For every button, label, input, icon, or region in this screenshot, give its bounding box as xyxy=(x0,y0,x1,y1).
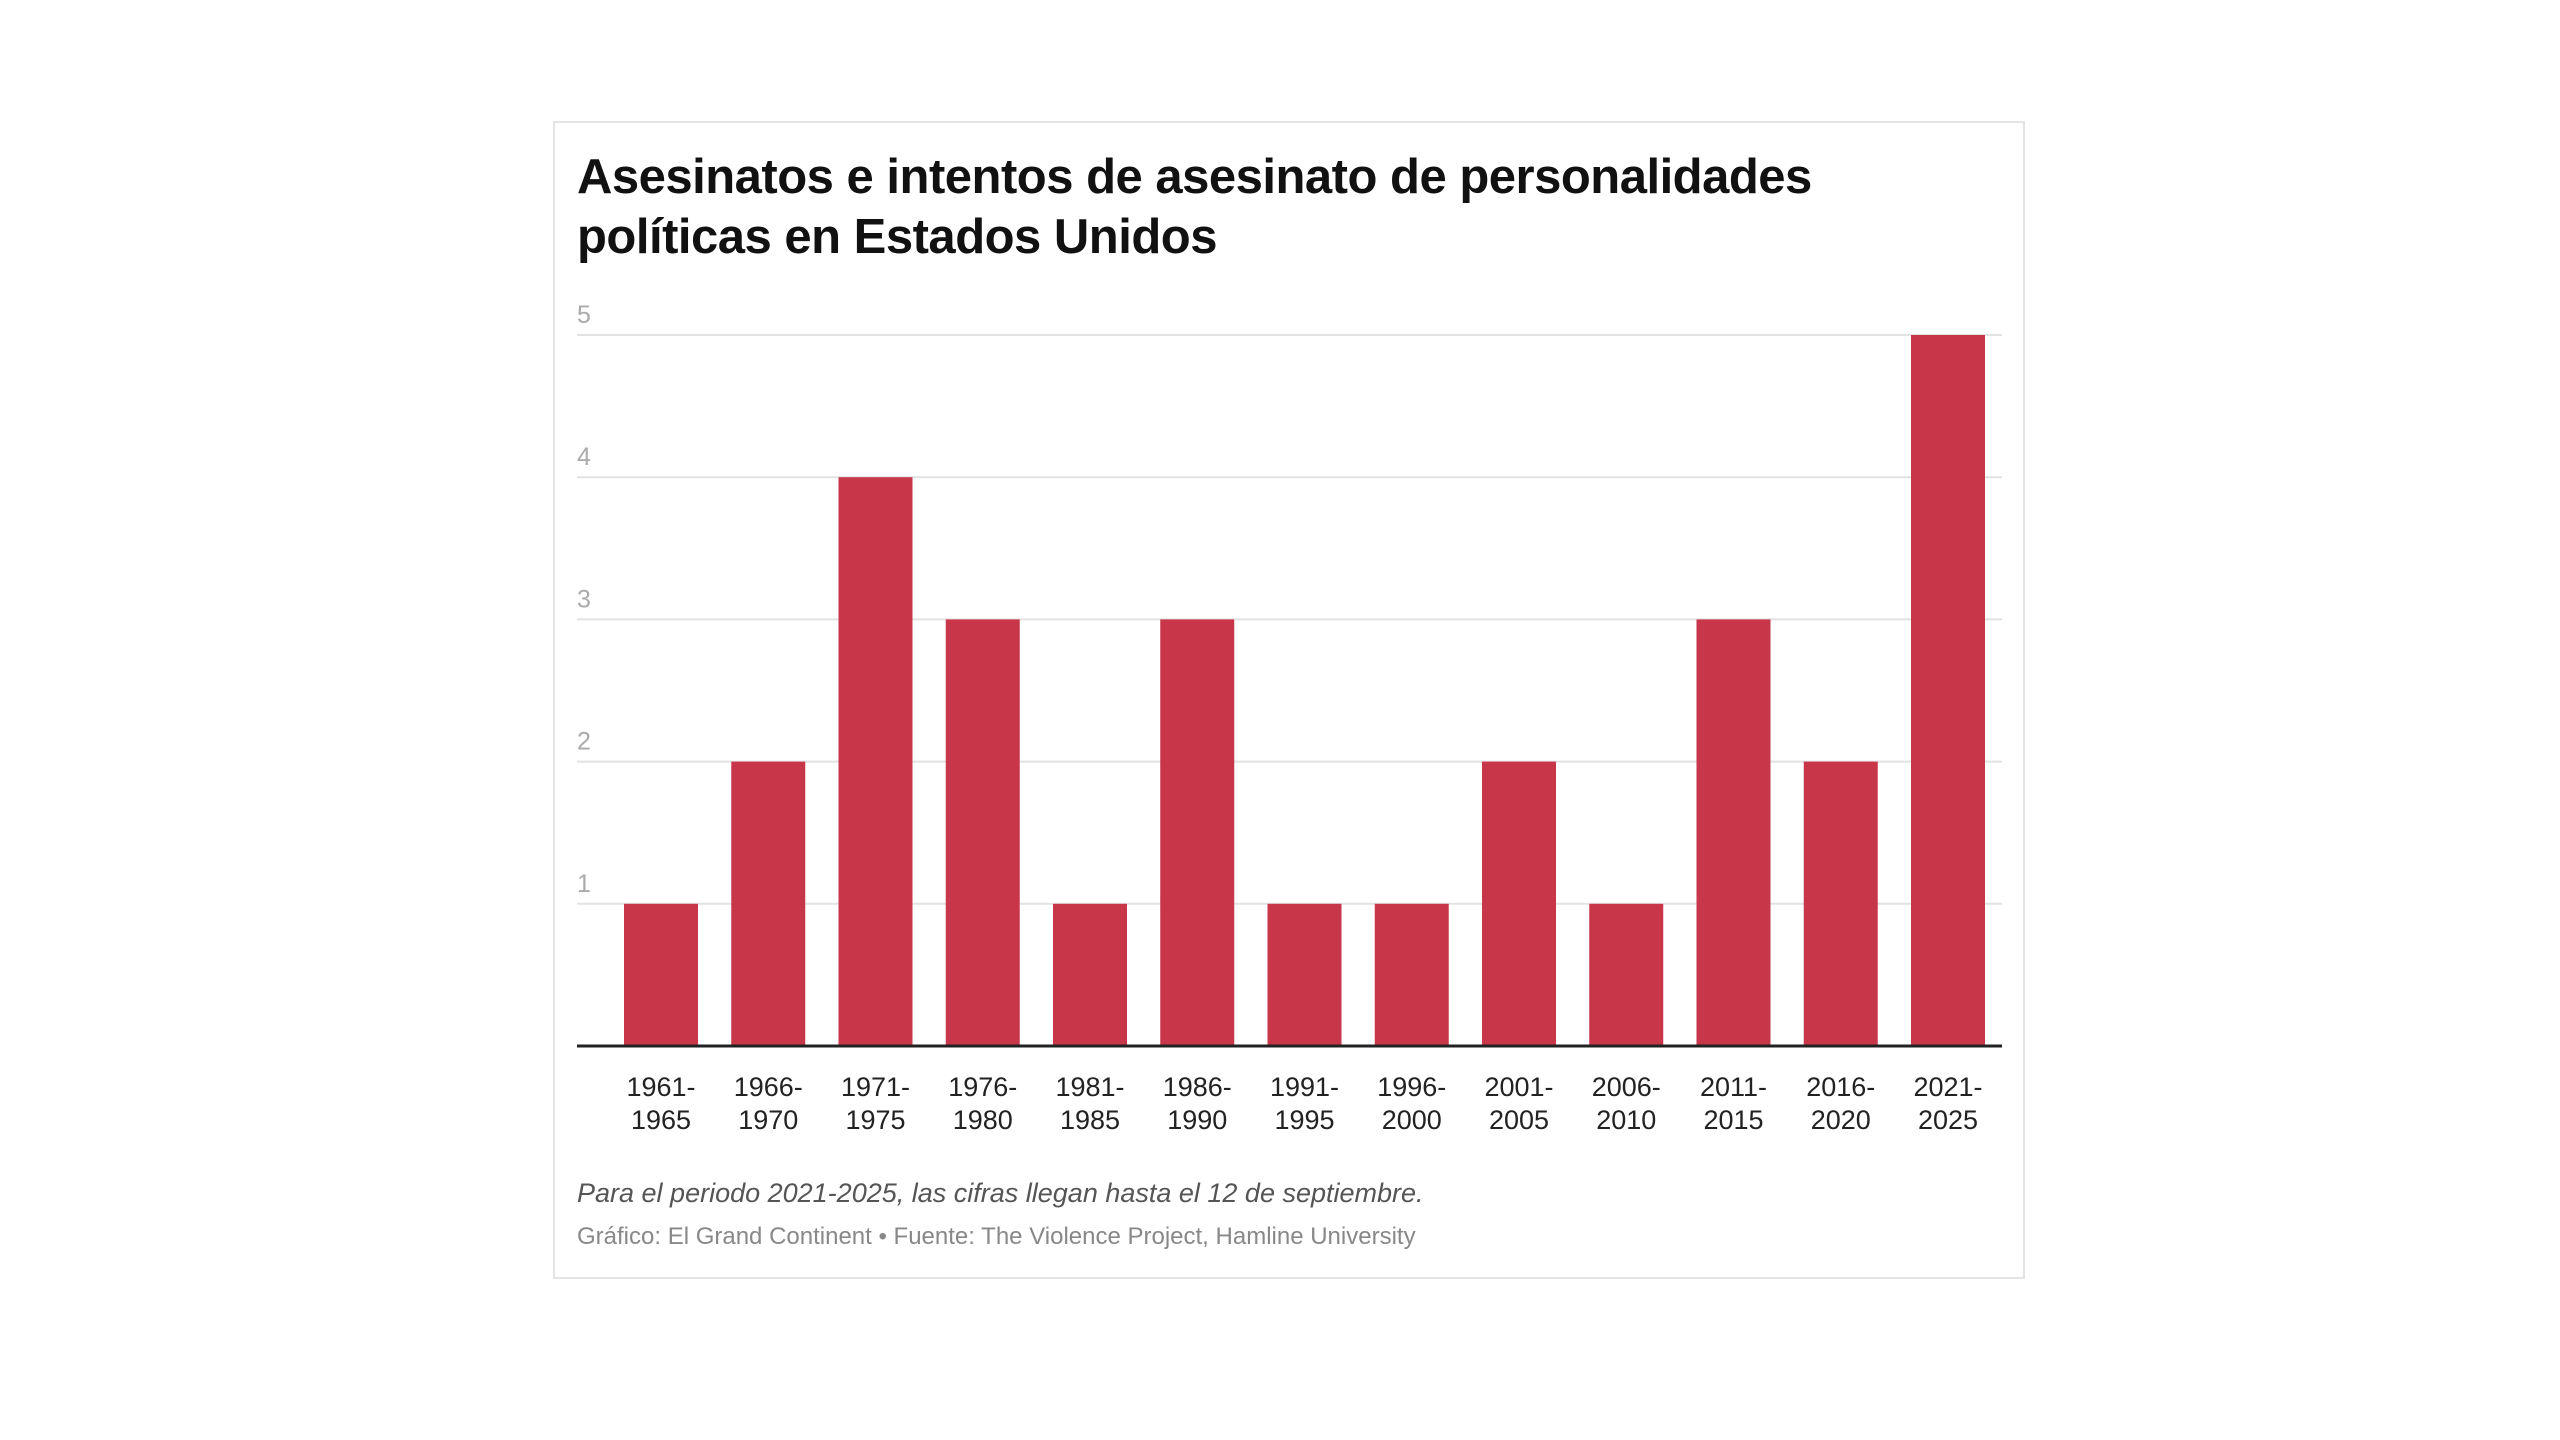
x-tick-label: 1965 xyxy=(631,1105,691,1135)
x-tick-label: 2020 xyxy=(1811,1105,1871,1135)
x-tick-label: 1970 xyxy=(738,1105,798,1135)
x-tick-label: 2006- xyxy=(1592,1072,1661,1102)
bar xyxy=(1696,619,1771,1046)
x-tick-label: 1981- xyxy=(1055,1072,1124,1102)
x-tick-label: 1996- xyxy=(1377,1072,1446,1102)
x-tick-label: 1995 xyxy=(1274,1105,1334,1135)
bar xyxy=(624,903,698,1046)
chart-note: Para el periodo 2021-2025, las cifras ll… xyxy=(577,1178,1424,1208)
x-tick-label: 2000 xyxy=(1382,1105,1442,1135)
bar xyxy=(945,619,1020,1046)
y-tick-label: 1 xyxy=(577,870,591,898)
bar xyxy=(1589,903,1664,1046)
x-tick-label: 1986- xyxy=(1163,1072,1232,1102)
y-tick-label: 4 xyxy=(577,443,591,471)
x-tick-label: 2005 xyxy=(1489,1105,1549,1135)
y-tick-label: 2 xyxy=(577,728,591,756)
x-tick-label: 2010 xyxy=(1596,1105,1656,1135)
bar xyxy=(731,761,806,1046)
y-tick-label: 5 xyxy=(577,301,591,329)
bar xyxy=(1267,903,1342,1046)
x-tick-label: 2021- xyxy=(1913,1072,1982,1102)
x-tick-label: 2001- xyxy=(1484,1072,1553,1102)
x-tick-label: 1985 xyxy=(1060,1105,1120,1135)
bar xyxy=(1053,903,1127,1046)
chart-card: Asesinatos e intentos de asesinato de pe… xyxy=(553,121,2025,1279)
bar xyxy=(1160,619,1235,1046)
chart-title: Asesinatos e intentos de asesinato de pe… xyxy=(577,150,1812,264)
bar xyxy=(1911,335,1985,1046)
x-tick-label: 2025 xyxy=(1918,1105,1978,1135)
bar xyxy=(1374,903,1449,1046)
x-tick-label: 1975 xyxy=(845,1105,905,1135)
bar xyxy=(838,477,913,1046)
x-tick-label: 2016- xyxy=(1806,1072,1875,1102)
x-tick-label: 1991- xyxy=(1270,1072,1339,1102)
y-tick-label: 3 xyxy=(577,585,591,613)
bar-chart: 123451961-19651966-19701971-19751976-198… xyxy=(577,301,2002,1135)
x-tick-label: 1990 xyxy=(1167,1105,1227,1135)
x-tick-label: 1961- xyxy=(626,1072,695,1102)
bar xyxy=(1482,761,1556,1046)
x-tick-label: 1976- xyxy=(948,1072,1017,1102)
x-tick-label: 2011- xyxy=(1700,1072,1767,1102)
chart-source: Gráfico: El Grand Continent • Fuente: Th… xyxy=(577,1223,1416,1250)
x-tick-label: 1966- xyxy=(734,1072,803,1102)
x-tick-label: 1971- xyxy=(841,1072,910,1102)
bar xyxy=(1803,761,1878,1046)
x-tick-label: 1980 xyxy=(953,1105,1013,1135)
x-tick-label: 2015 xyxy=(1703,1105,1763,1135)
